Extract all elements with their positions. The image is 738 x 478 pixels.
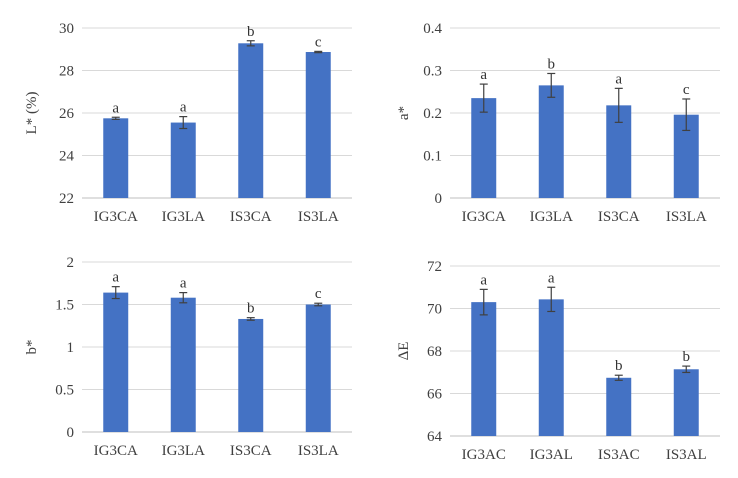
significance-label: a: [480, 272, 487, 288]
significance-label: c: [315, 286, 322, 302]
significance-label: a: [112, 270, 119, 286]
y-tick-label: 0.1: [423, 149, 442, 165]
y-axis-label: a*: [396, 106, 412, 120]
bar: [103, 118, 129, 198]
significance-label: a: [615, 71, 622, 87]
x-tick-label: IG3LA: [530, 209, 573, 225]
y-tick-label: 0.4: [423, 21, 442, 37]
bar: [238, 318, 264, 432]
y-tick-label: 1: [67, 340, 75, 356]
x-tick-label: IG3CA: [94, 209, 138, 225]
x-tick-label: IS3LA: [298, 209, 339, 225]
x-tick-label: IG3AC: [462, 447, 506, 463]
significance-label: b: [615, 358, 623, 374]
bar: [471, 98, 497, 198]
x-tick-label: IG3LA: [162, 209, 205, 225]
y-tick-label: 0.5: [55, 383, 74, 399]
x-tick-label: IS3CA: [230, 209, 272, 225]
x-tick-label: IG3CA: [94, 443, 138, 459]
y-tick-label: 2: [67, 255, 75, 271]
bar: [305, 52, 331, 199]
x-tick-label: IS3LA: [298, 443, 339, 459]
y-tick-label: 68: [427, 344, 442, 360]
bar: [305, 304, 331, 432]
bar: [673, 369, 699, 436]
y-tick-label: 30: [59, 21, 74, 37]
significance-label: b: [683, 349, 691, 365]
bar: [538, 299, 564, 436]
significance-label: c: [683, 82, 690, 98]
y-axis-label: L* (%): [24, 92, 40, 135]
y-tick-label: 28: [59, 64, 74, 80]
chart-l-star: 22 24 26 28 30 L* (%) a IG3CA a IG3LA b IS3CA c IS3LA: [24, 21, 352, 225]
bar: [238, 43, 264, 198]
y-tick-label: 64: [427, 429, 443, 445]
y-tick-label: 66: [427, 387, 443, 403]
x-tick-label: IS3AL: [666, 447, 707, 463]
x-tick-label: IG3LA: [162, 443, 205, 459]
bar: [103, 292, 129, 432]
y-axis-label: b*: [24, 340, 40, 355]
bar: [170, 122, 196, 198]
significance-label: b: [548, 56, 556, 72]
y-tick-label: 1.5: [55, 298, 74, 314]
x-tick-label: IS3AC: [598, 447, 640, 463]
x-tick-label: IG3CA: [462, 209, 506, 225]
y-tick-label: 0.2: [423, 106, 442, 122]
chart-b-star: 0 0.5 1 1.5 2 b* a IG3CA a IG3LA b IS3CA c IS3LA: [24, 255, 352, 459]
y-tick-label: 26: [59, 106, 75, 122]
bar: [538, 85, 564, 198]
y-axis-label: ΔE: [396, 342, 412, 361]
significance-label: c: [315, 34, 322, 50]
bar: [471, 302, 497, 436]
x-tick-label: IG3AL: [530, 447, 573, 463]
x-tick-label: IS3CA: [598, 209, 640, 225]
y-tick-label: 0: [67, 425, 75, 441]
significance-label: b: [247, 24, 255, 40]
significance-label: a: [480, 67, 487, 83]
significance-label: a: [180, 100, 187, 116]
x-tick-label: IS3LA: [666, 209, 707, 225]
significance-label: a: [112, 100, 119, 116]
y-tick-label: 72: [427, 259, 442, 275]
chart-a-star: 0 0.1 0.2 0.3 0.4 a* a IG3CA b IG3LA a IS3CA c IS3LA: [396, 21, 720, 225]
bar: [170, 297, 196, 432]
significance-label: b: [247, 301, 255, 317]
chart-delta-e: 64 66 68 70 72 ΔE a IG3AC a IG3AL b IS3AC b IS3AL: [396, 259, 720, 463]
y-tick-label: 0.3: [423, 64, 442, 80]
y-tick-label: 22: [59, 191, 74, 207]
x-tick-label: IS3CA: [230, 443, 272, 459]
bar: [606, 377, 632, 436]
significance-label: a: [180, 276, 187, 292]
significance-label: a: [548, 270, 555, 286]
y-tick-label: 70: [427, 302, 442, 318]
y-tick-label: 0: [435, 191, 443, 207]
y-tick-label: 24: [59, 149, 75, 165]
